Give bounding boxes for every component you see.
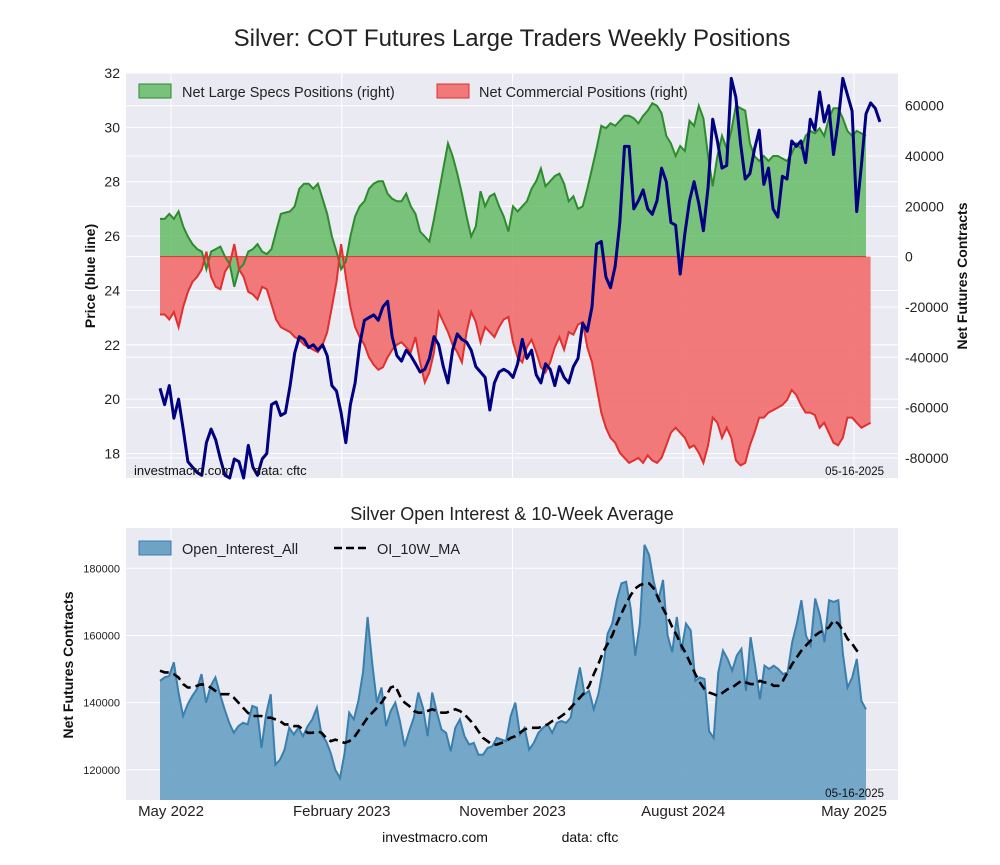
legend-swatch-specs <box>138 83 172 99</box>
net-tick-label: 40000 <box>905 148 944 164</box>
legend-label-specs: Net Large Specs Positions (right) <box>182 85 395 101</box>
specs-line-series <box>160 101 867 288</box>
footer-source: data: cftc <box>562 829 619 845</box>
top-legend: Net Large Specs Positions (right) Net Co… <box>138 83 688 101</box>
price-line-series <box>158 76 882 480</box>
oi-axis-label: Net Futures Contracts <box>60 591 76 738</box>
net-tick-label: -20000 <box>905 299 949 315</box>
date-tick-label: November 2023 <box>459 803 566 820</box>
date-axis-ticks: May 2022 February 2023 November 2023 August… <box>138 803 887 820</box>
open-interest-line-series <box>159 544 867 782</box>
top-panel: 18 20 22 24 26 28 30 32 60000 40000 20000 0 -20000 -… <box>82 65 970 480</box>
legend-label-oi: Open_Interest_All <box>182 542 298 558</box>
price-axis-label: Price (blue line) <box>82 224 98 328</box>
net-tick-label: 20000 <box>905 198 944 214</box>
price-tick-label: 30 <box>104 119 120 135</box>
net-tick-label: -60000 <box>905 400 949 416</box>
specs-area-series <box>160 103 866 287</box>
oi-tick-label: 160000 <box>83 630 120 642</box>
net-tick-label: 0 <box>905 249 913 265</box>
net-axis-ticks: 60000 40000 20000 0 -20000 -40000 -60000 -80000 <box>905 98 949 466</box>
net-tick-label: -80000 <box>905 450 949 466</box>
price-tick-label: 28 <box>104 174 120 190</box>
price-tick-label: 22 <box>104 337 120 353</box>
figure-title: Silver: COT Futures Large Traders Weekly… <box>234 25 791 52</box>
bottom-title: Silver Open Interest & 10-Week Average <box>350 504 674 524</box>
oi-ma-line-series <box>159 582 863 746</box>
top-watermark: investmacro.com data: cftc <box>134 463 307 478</box>
legend-swatch-oi <box>138 540 172 556</box>
legend-swatch-commercial <box>436 83 470 99</box>
date-tick-label: May 2025 <box>821 803 887 820</box>
date-tick-label: May 2022 <box>138 803 204 820</box>
commercial-area-series <box>160 244 871 466</box>
date-tick-label: August 2024 <box>641 803 725 820</box>
open-interest-area-series <box>160 544 866 800</box>
oi-tick-label: 120000 <box>83 765 120 777</box>
net-tick-label: -40000 <box>905 349 949 365</box>
price-axis-ticks: 18 20 22 24 26 28 30 32 <box>104 65 120 462</box>
oi-tick-label: 140000 <box>83 698 120 710</box>
legend-label-ma: OI_10W_MA <box>377 542 460 558</box>
oi-axis-ticks: 120000 140000 160000 180000 <box>83 563 120 776</box>
bottom-panel: 120000 140000 160000 180000 May 2022 Februar… <box>60 528 898 820</box>
top-date-label: 05-16-2025 <box>825 466 884 478</box>
net-tick-label: 60000 <box>905 98 944 114</box>
price-tick-label: 20 <box>104 391 120 407</box>
commercial-line-series <box>160 243 872 467</box>
oi-tick-label: 180000 <box>83 563 120 575</box>
net-axis-label: Net Futures Contracts <box>954 202 970 349</box>
bottom-date-label: 05-16-2025 <box>825 788 884 800</box>
price-tick-label: 32 <box>104 65 120 81</box>
bottom-legend: Open_Interest_All OI_10W_MA <box>138 540 460 558</box>
date-tick-label: February 2023 <box>293 803 391 820</box>
price-tick-label: 24 <box>104 282 120 298</box>
price-tick-label: 18 <box>104 446 120 462</box>
footer-site: investmacro.com <box>382 829 488 845</box>
legend-label-commercial: Net Commercial Positions (right) <box>479 85 688 101</box>
price-tick-label: 26 <box>104 228 120 244</box>
